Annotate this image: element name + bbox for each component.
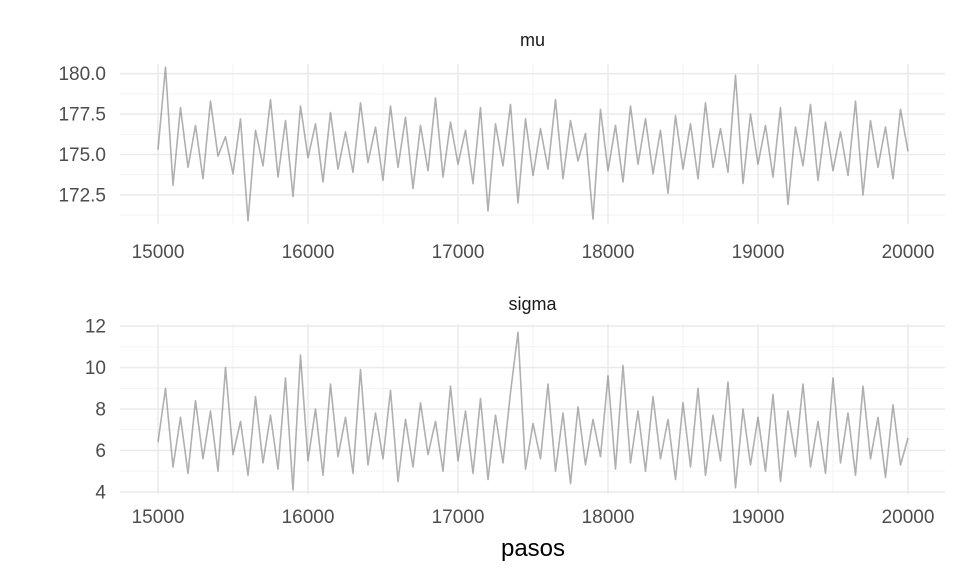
panel-mu-title: mu: [520, 30, 545, 50]
x-axis-title: pasos: [501, 535, 565, 562]
panel-sigma-y-tick-label: 10: [85, 358, 106, 379]
panel-sigma-title: sigma: [508, 294, 557, 314]
panel-mu-y-tick-label: 177.5: [58, 105, 106, 126]
panel-mu-x-tick-label: 20000: [882, 242, 935, 263]
panel-sigma-x-tick-label: 17000: [432, 507, 485, 528]
panel-sigma-x-tick-label: 18000: [582, 507, 635, 528]
panel-mu-x-tick-label: 17000: [432, 242, 485, 263]
panel-sigma-y-tick-label: 6: [95, 441, 106, 462]
panel-mu-x-tick-label: 18000: [582, 242, 635, 263]
panel-mu-x-tick-label: 15000: [132, 242, 185, 263]
panel-mu-x-tick-label: 16000: [282, 242, 335, 263]
panel-sigma-trace-line: [157, 331, 909, 491]
panel-sigma-y-tick-label: 12: [85, 317, 106, 338]
panel-sigma-x-tick-label: 15000: [132, 507, 185, 528]
panel-mu-trace-line: [157, 66, 909, 222]
panel-sigma-y-tick-label: 4: [95, 482, 106, 503]
panel-sigma-y-tick-label: 8: [95, 400, 106, 421]
panel-sigma-x-tick-label: 16000: [282, 507, 335, 528]
panel-mu-y-tick-label: 180.0: [58, 64, 106, 85]
panel-mu-x-tick-label: 19000: [732, 242, 785, 263]
panel-sigma-x-tick-label: 19000: [732, 507, 785, 528]
panel-sigma-x-tick-label: 20000: [882, 507, 935, 528]
panel-mu-y-tick-label: 175.0: [58, 145, 106, 166]
panel-mu-y-tick-label: 172.5: [58, 185, 106, 206]
